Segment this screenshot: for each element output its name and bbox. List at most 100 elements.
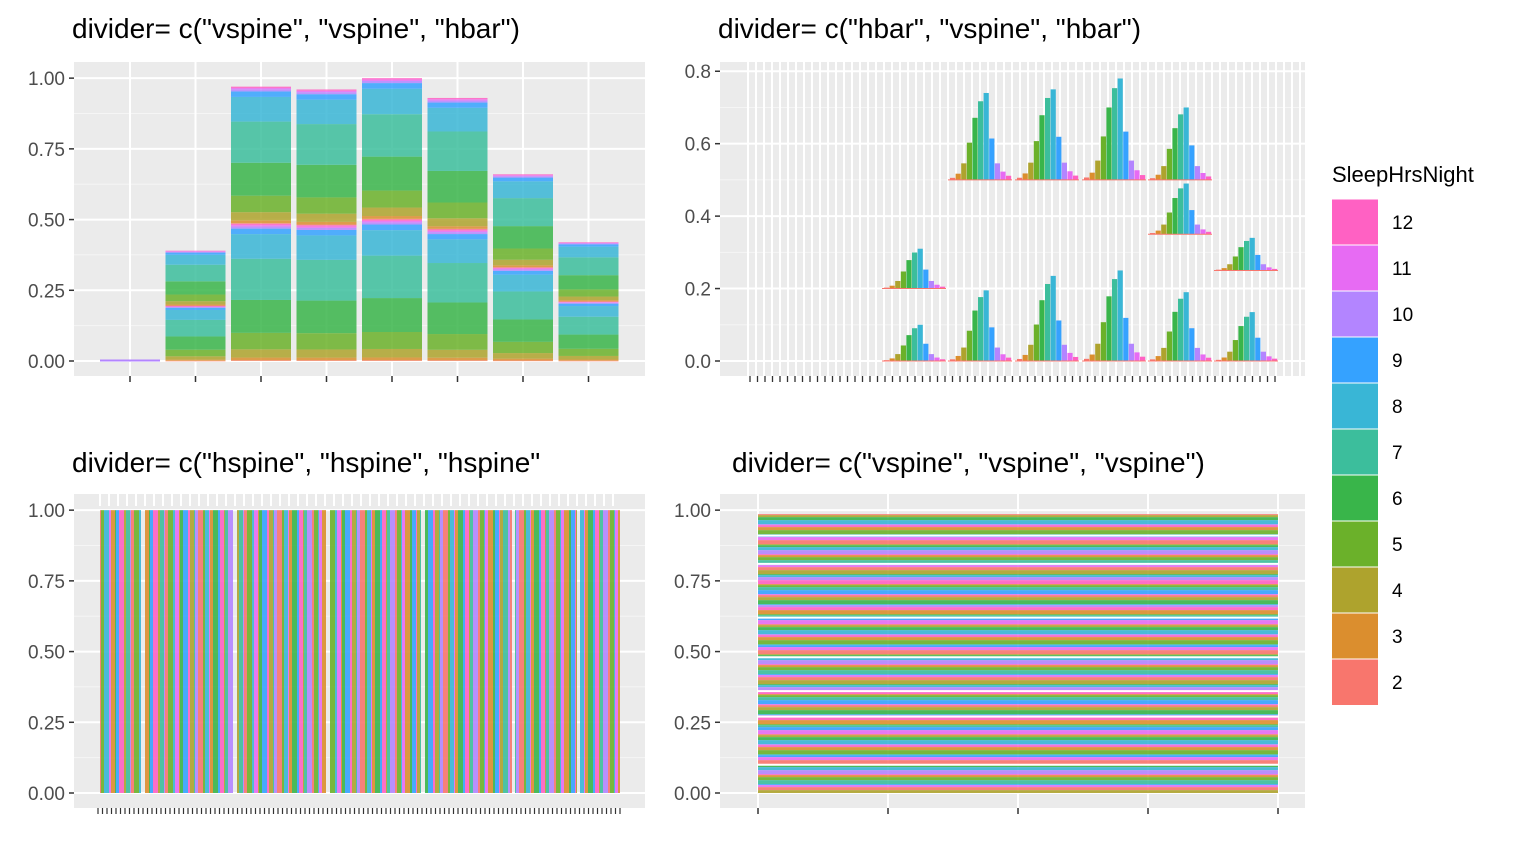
bar-segment	[427, 97, 488, 100]
bar	[928, 280, 934, 289]
bar	[1206, 176, 1212, 180]
bar-segment	[427, 202, 488, 219]
bar-segment	[362, 88, 422, 115]
spine-stripe	[165, 510, 168, 793]
y-tick-label: 0.75	[674, 572, 711, 593]
bar-segment	[427, 239, 488, 264]
bar	[1084, 358, 1090, 361]
bar	[928, 354, 934, 361]
bar-segment	[231, 357, 291, 361]
bar-segment	[427, 107, 488, 132]
bar-segment	[296, 92, 357, 95]
bar-segment	[493, 268, 553, 270]
spine-stripe	[618, 510, 620, 793]
spine-stripe	[267, 510, 269, 793]
spine-stripe	[508, 510, 510, 793]
spine-stripe	[115, 510, 116, 793]
spine-stripe	[758, 600, 1278, 605]
bar	[1194, 347, 1200, 361]
spine-stripe	[104, 510, 109, 793]
bar-segment	[165, 319, 226, 337]
bar-segment	[493, 226, 553, 249]
spine-stripe	[758, 757, 1278, 761]
spine-stripe	[190, 510, 194, 793]
bar-segment	[362, 348, 422, 358]
bar	[1095, 343, 1101, 361]
spine-stripe	[758, 610, 1278, 615]
spine-stripe	[205, 510, 209, 793]
bar	[934, 357, 940, 361]
bar-segment	[493, 270, 553, 275]
bar	[983, 290, 989, 361]
bar	[1260, 264, 1266, 271]
bar	[950, 359, 956, 361]
bar	[1134, 170, 1140, 180]
spine-stripe	[541, 510, 545, 793]
spine-stripe	[288, 510, 289, 793]
bar-segment	[296, 300, 357, 334]
panel-hspine-hspine-hspine: divider= c("hspine", "hspine", "hspine" …	[28, 447, 645, 814]
spine-stripe	[758, 594, 1278, 596]
panel-title: divider= c("vspine", "vspine", "vspine")	[732, 447, 1205, 478]
spine-stripe	[758, 684, 1278, 686]
bar-segment	[493, 358, 553, 361]
spine-stripe	[758, 740, 1278, 745]
spine-stripe	[519, 510, 524, 793]
spine-stripe	[600, 510, 603, 793]
bar-segment	[362, 83, 422, 89]
spine-stripe	[758, 717, 1278, 721]
spine-stripe	[499, 510, 500, 793]
bar	[1249, 312, 1255, 361]
spine-stripe	[478, 510, 480, 793]
bar	[1161, 166, 1167, 180]
legend-key-12	[1332, 199, 1378, 245]
spine-stripe	[571, 510, 575, 793]
spine-stripe	[608, 510, 610, 793]
bar	[923, 269, 929, 289]
bar	[1112, 279, 1118, 361]
spine-stripe	[758, 685, 1278, 688]
bar-segment	[427, 100, 488, 103]
bar	[895, 354, 901, 361]
spine-stripe	[758, 554, 1278, 556]
spine-stripe	[345, 510, 350, 793]
spine-stripe	[258, 510, 259, 793]
bar-segment	[427, 226, 488, 229]
legend-key-9	[1332, 337, 1378, 383]
spine-stripe	[412, 510, 416, 793]
bar-segment	[427, 234, 488, 240]
bar-segment	[362, 80, 422, 84]
bar	[1022, 354, 1028, 361]
spine-stripe	[292, 510, 297, 793]
bar-segment	[231, 225, 291, 227]
bar	[1028, 344, 1034, 361]
bar-segment	[493, 353, 553, 359]
bar-segment	[296, 357, 357, 361]
spine-stripe	[758, 784, 1278, 786]
bar	[1000, 171, 1006, 180]
bar	[1221, 268, 1227, 271]
spine-stripe	[465, 510, 469, 793]
spine-stripe	[758, 777, 1278, 781]
bar-segment	[296, 89, 357, 91]
spine-stripe	[500, 510, 503, 793]
spine-stripe	[758, 514, 1278, 516]
legend-key-6	[1332, 475, 1378, 521]
spine-stripe	[330, 510, 335, 793]
bar-segment	[362, 224, 422, 231]
bar	[917, 324, 923, 361]
spine-stripe	[758, 770, 1278, 775]
bar	[1178, 298, 1184, 361]
spine-stripe	[758, 587, 1278, 591]
bar-segment	[558, 244, 619, 247]
y-tick-label: 0.50	[28, 211, 65, 232]
bar	[1045, 97, 1051, 180]
spine-stripe	[495, 510, 499, 793]
bar-segment	[558, 360, 619, 362]
bar-segment	[362, 230, 422, 256]
panel-hbar-vspine-hbar: divider= c("hbar", "vspine", "hbar") 0.0…	[685, 13, 1305, 382]
bar-segment	[231, 332, 291, 350]
bar-segment	[558, 289, 619, 297]
bar	[1095, 160, 1101, 180]
y-tick-label: 1.00	[674, 501, 711, 522]
